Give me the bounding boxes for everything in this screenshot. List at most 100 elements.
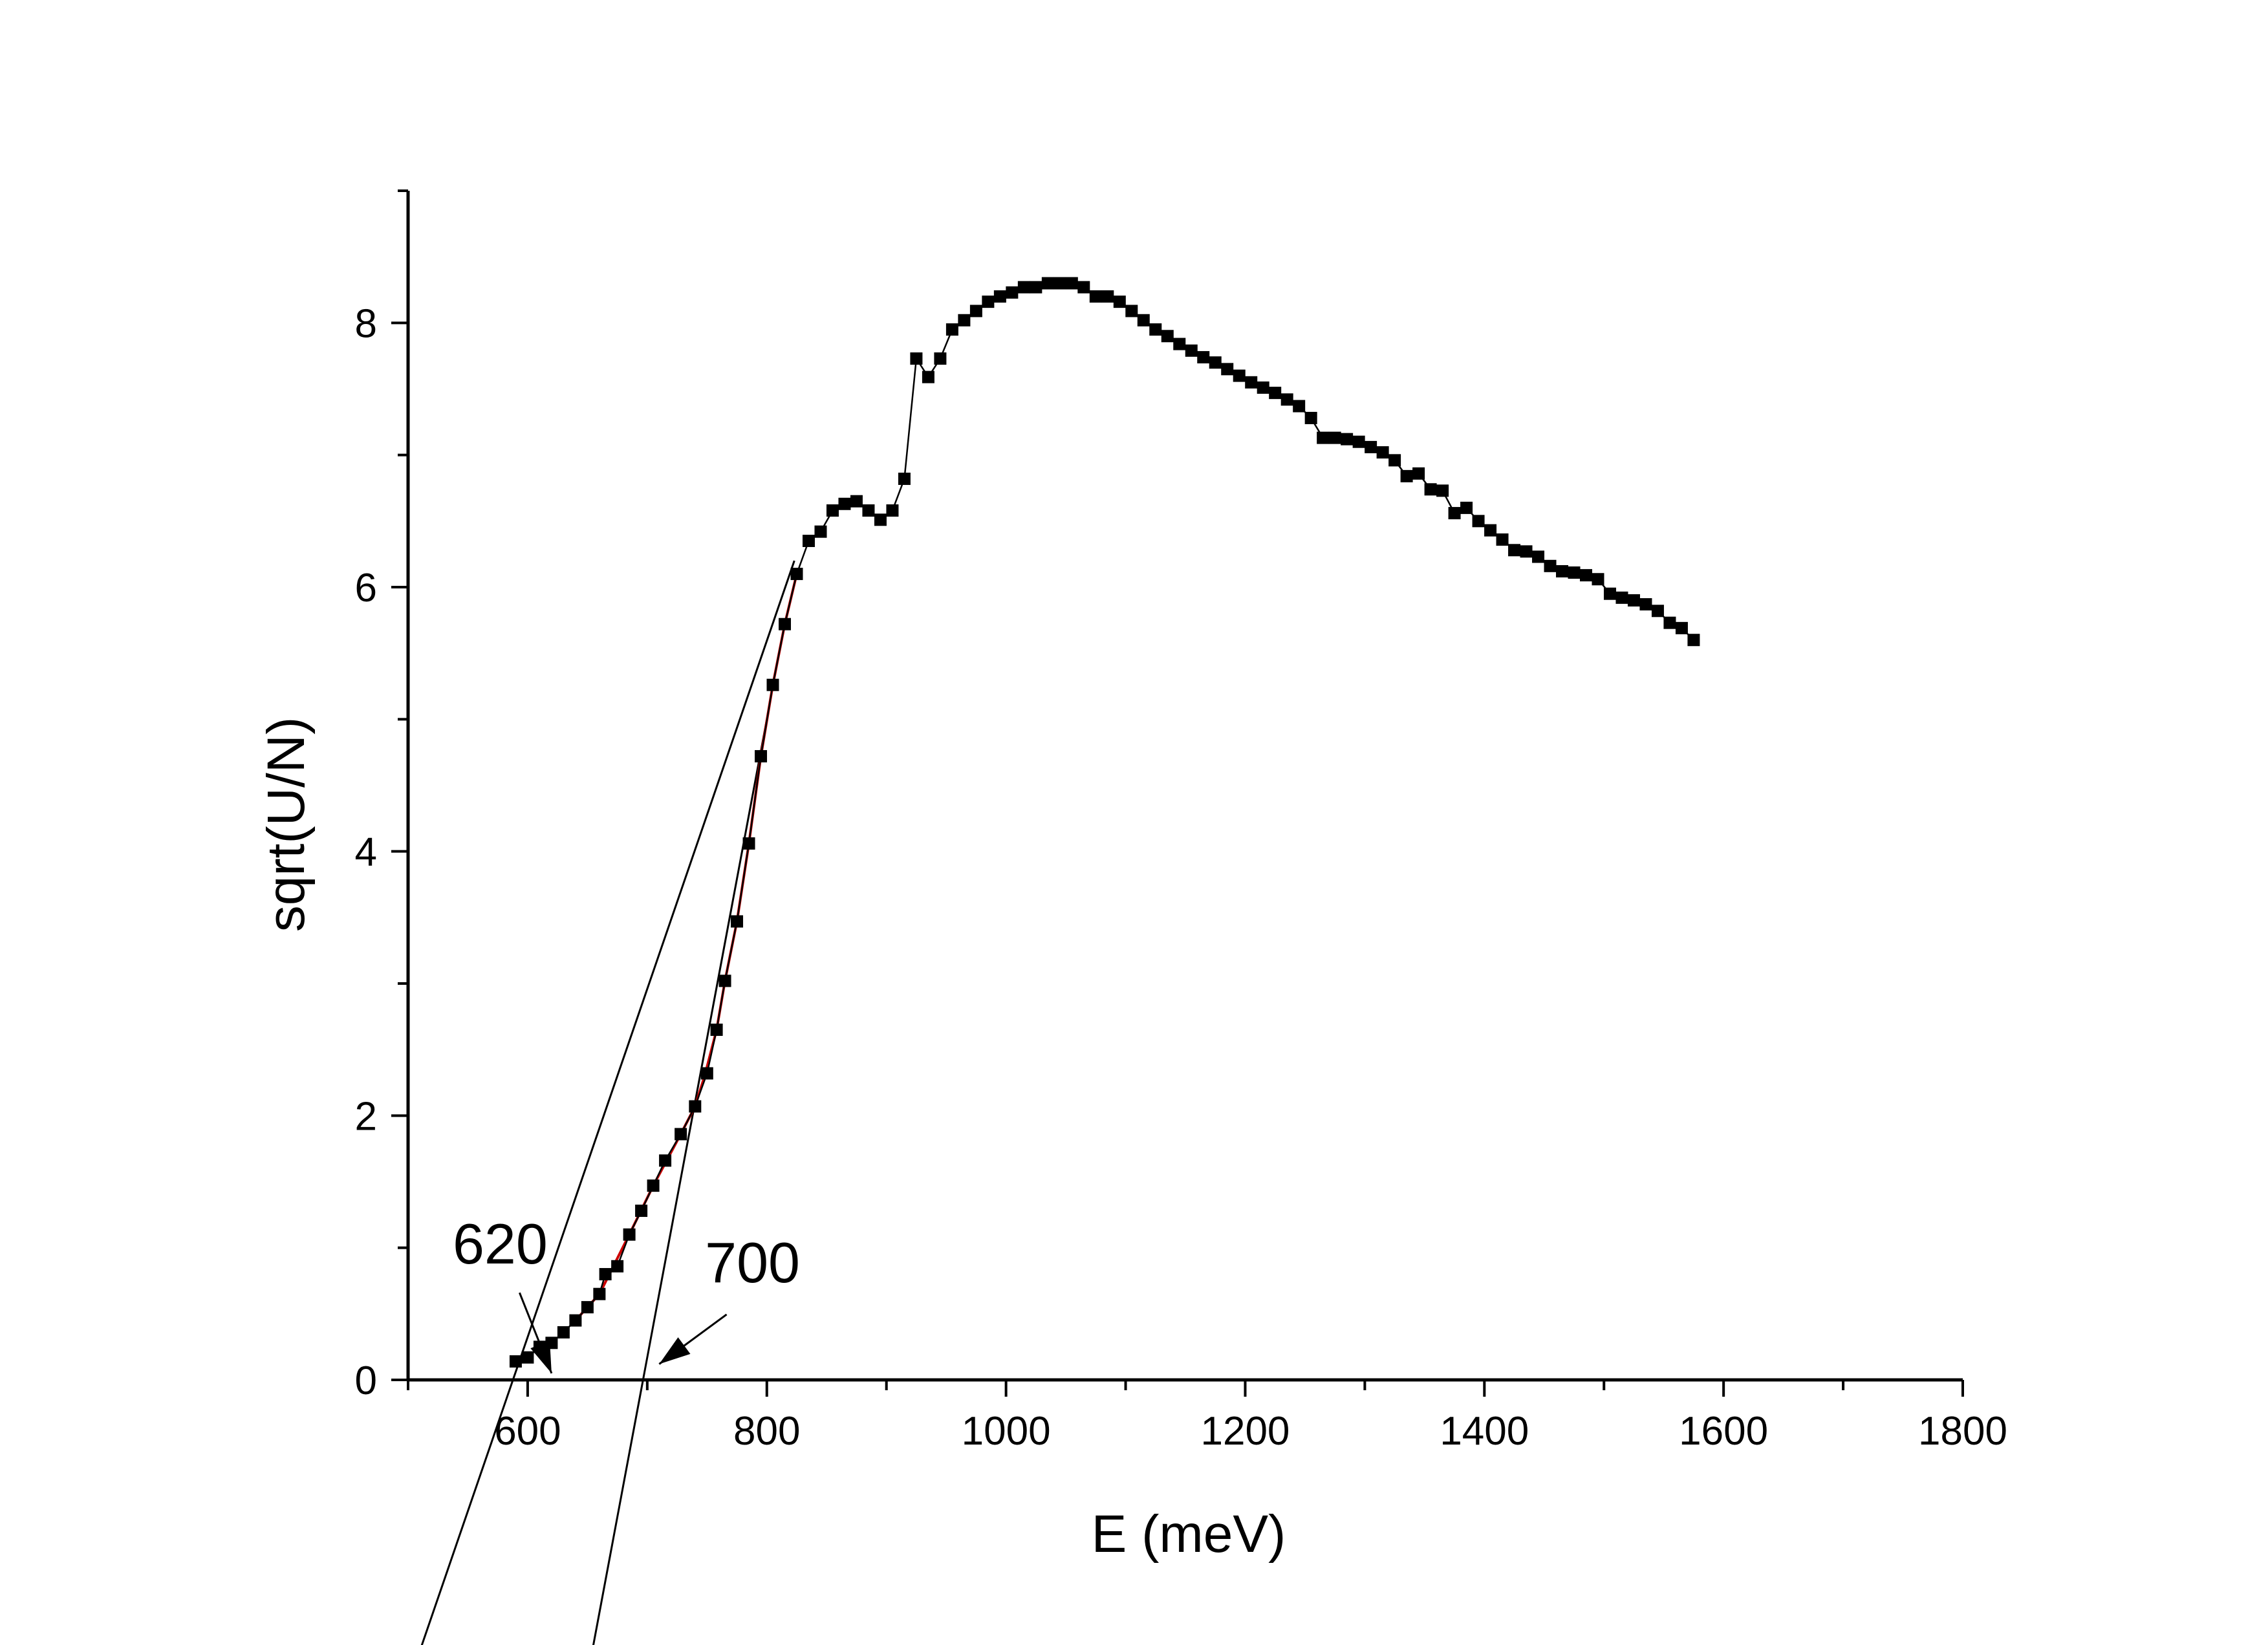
data-point (1245, 376, 1258, 389)
data-point (599, 1268, 612, 1281)
x-tick-label: 1600 (1679, 1409, 1768, 1454)
data-point (1556, 564, 1569, 577)
data-point (1579, 569, 1592, 582)
data-point (1053, 277, 1066, 290)
data-point (1496, 533, 1509, 546)
data-point (982, 296, 995, 308)
data-point (1448, 507, 1461, 520)
data-point (1544, 559, 1557, 572)
data-point (1592, 573, 1604, 586)
data-point (922, 371, 934, 383)
data-point (635, 1204, 648, 1217)
data-point (659, 1154, 672, 1167)
data-point (742, 837, 755, 850)
data-point (521, 1351, 534, 1364)
data-point (1209, 356, 1222, 369)
data-point (814, 525, 827, 538)
data-point (1651, 605, 1664, 618)
data-series (509, 277, 1700, 1368)
data-point (826, 504, 839, 517)
data-point (1424, 483, 1437, 496)
data-point (969, 305, 982, 317)
x-tick-label: 1200 (1200, 1409, 1290, 1454)
data-point (1663, 616, 1676, 629)
annotations: 620 700 (453, 1212, 800, 1374)
data-point (1125, 305, 1138, 317)
data-point (700, 1067, 713, 1080)
data-point (689, 1100, 702, 1113)
data-point (766, 678, 779, 691)
data-point (993, 290, 1006, 303)
annotation-arrowhead (659, 1337, 691, 1364)
data-point (910, 352, 923, 365)
data-point (862, 504, 875, 517)
y-axis-title: sqrt(U/N) (257, 717, 316, 932)
data-point (934, 352, 947, 365)
y-tick-label: 2 (355, 1094, 377, 1139)
data-point (1065, 277, 1078, 290)
data-point (647, 1179, 660, 1192)
y-tick-label: 0 (355, 1359, 377, 1403)
data-point (569, 1314, 582, 1327)
data-point (1508, 544, 1521, 557)
data-point (1341, 433, 1354, 446)
data-point (1484, 524, 1497, 537)
data-point (1328, 431, 1341, 444)
data-point (1030, 281, 1042, 294)
x-tick-label: 1800 (1918, 1409, 2007, 1454)
data-point (802, 534, 815, 547)
data-point (1280, 393, 1293, 406)
data-point (1460, 501, 1473, 514)
data-point (1185, 344, 1198, 357)
tangent-lines (420, 560, 795, 1645)
data-point (1293, 400, 1306, 413)
data-point (581, 1301, 594, 1314)
x-tick-label: 1000 (962, 1409, 1051, 1454)
data-point (1017, 281, 1030, 294)
data-point (958, 314, 971, 327)
data-point (1233, 369, 1246, 382)
data-point (1041, 277, 1054, 290)
data-point (1568, 566, 1581, 579)
data-point (1197, 350, 1210, 363)
data-point (1412, 467, 1425, 480)
data-point (1077, 281, 1090, 294)
data-point (838, 497, 851, 510)
data-point (1627, 594, 1640, 607)
data-point (1304, 411, 1317, 424)
data-point (898, 472, 911, 485)
data-point (1687, 634, 1700, 647)
y-tick-label: 6 (355, 566, 377, 610)
data-point (1436, 484, 1449, 497)
data-point (1113, 296, 1126, 308)
data-point (1317, 431, 1330, 444)
data-point (718, 974, 731, 987)
data-point (509, 1355, 522, 1368)
data-point (1376, 446, 1389, 459)
data-point (1603, 587, 1616, 600)
data-point (623, 1228, 636, 1241)
data-point (1149, 323, 1162, 336)
data-point (1675, 621, 1688, 634)
data-point (1006, 286, 1019, 299)
data-point (945, 323, 958, 336)
data-point (557, 1326, 570, 1339)
data-point (1101, 290, 1114, 303)
annotation-arrowhead (530, 1340, 552, 1373)
data-point (1520, 545, 1533, 558)
data-point (675, 1128, 687, 1141)
x-tick-label: 1400 (1440, 1409, 1529, 1454)
data-point (1400, 469, 1413, 482)
data-point (874, 513, 887, 526)
data-point (1365, 440, 1377, 453)
annotation-label: 620 (453, 1212, 548, 1276)
data-point (850, 495, 863, 508)
data-point (1137, 314, 1150, 327)
x-tick-label: 600 (494, 1409, 561, 1454)
data-point (710, 1024, 723, 1037)
axes: 600 800 1000 1200 1400 1600 1800 0 2 4 6 8 (355, 189, 2007, 1454)
tangent-line (592, 719, 768, 1645)
data-point (731, 915, 744, 928)
x-axis-title: E (meV) (1092, 1505, 1286, 1564)
